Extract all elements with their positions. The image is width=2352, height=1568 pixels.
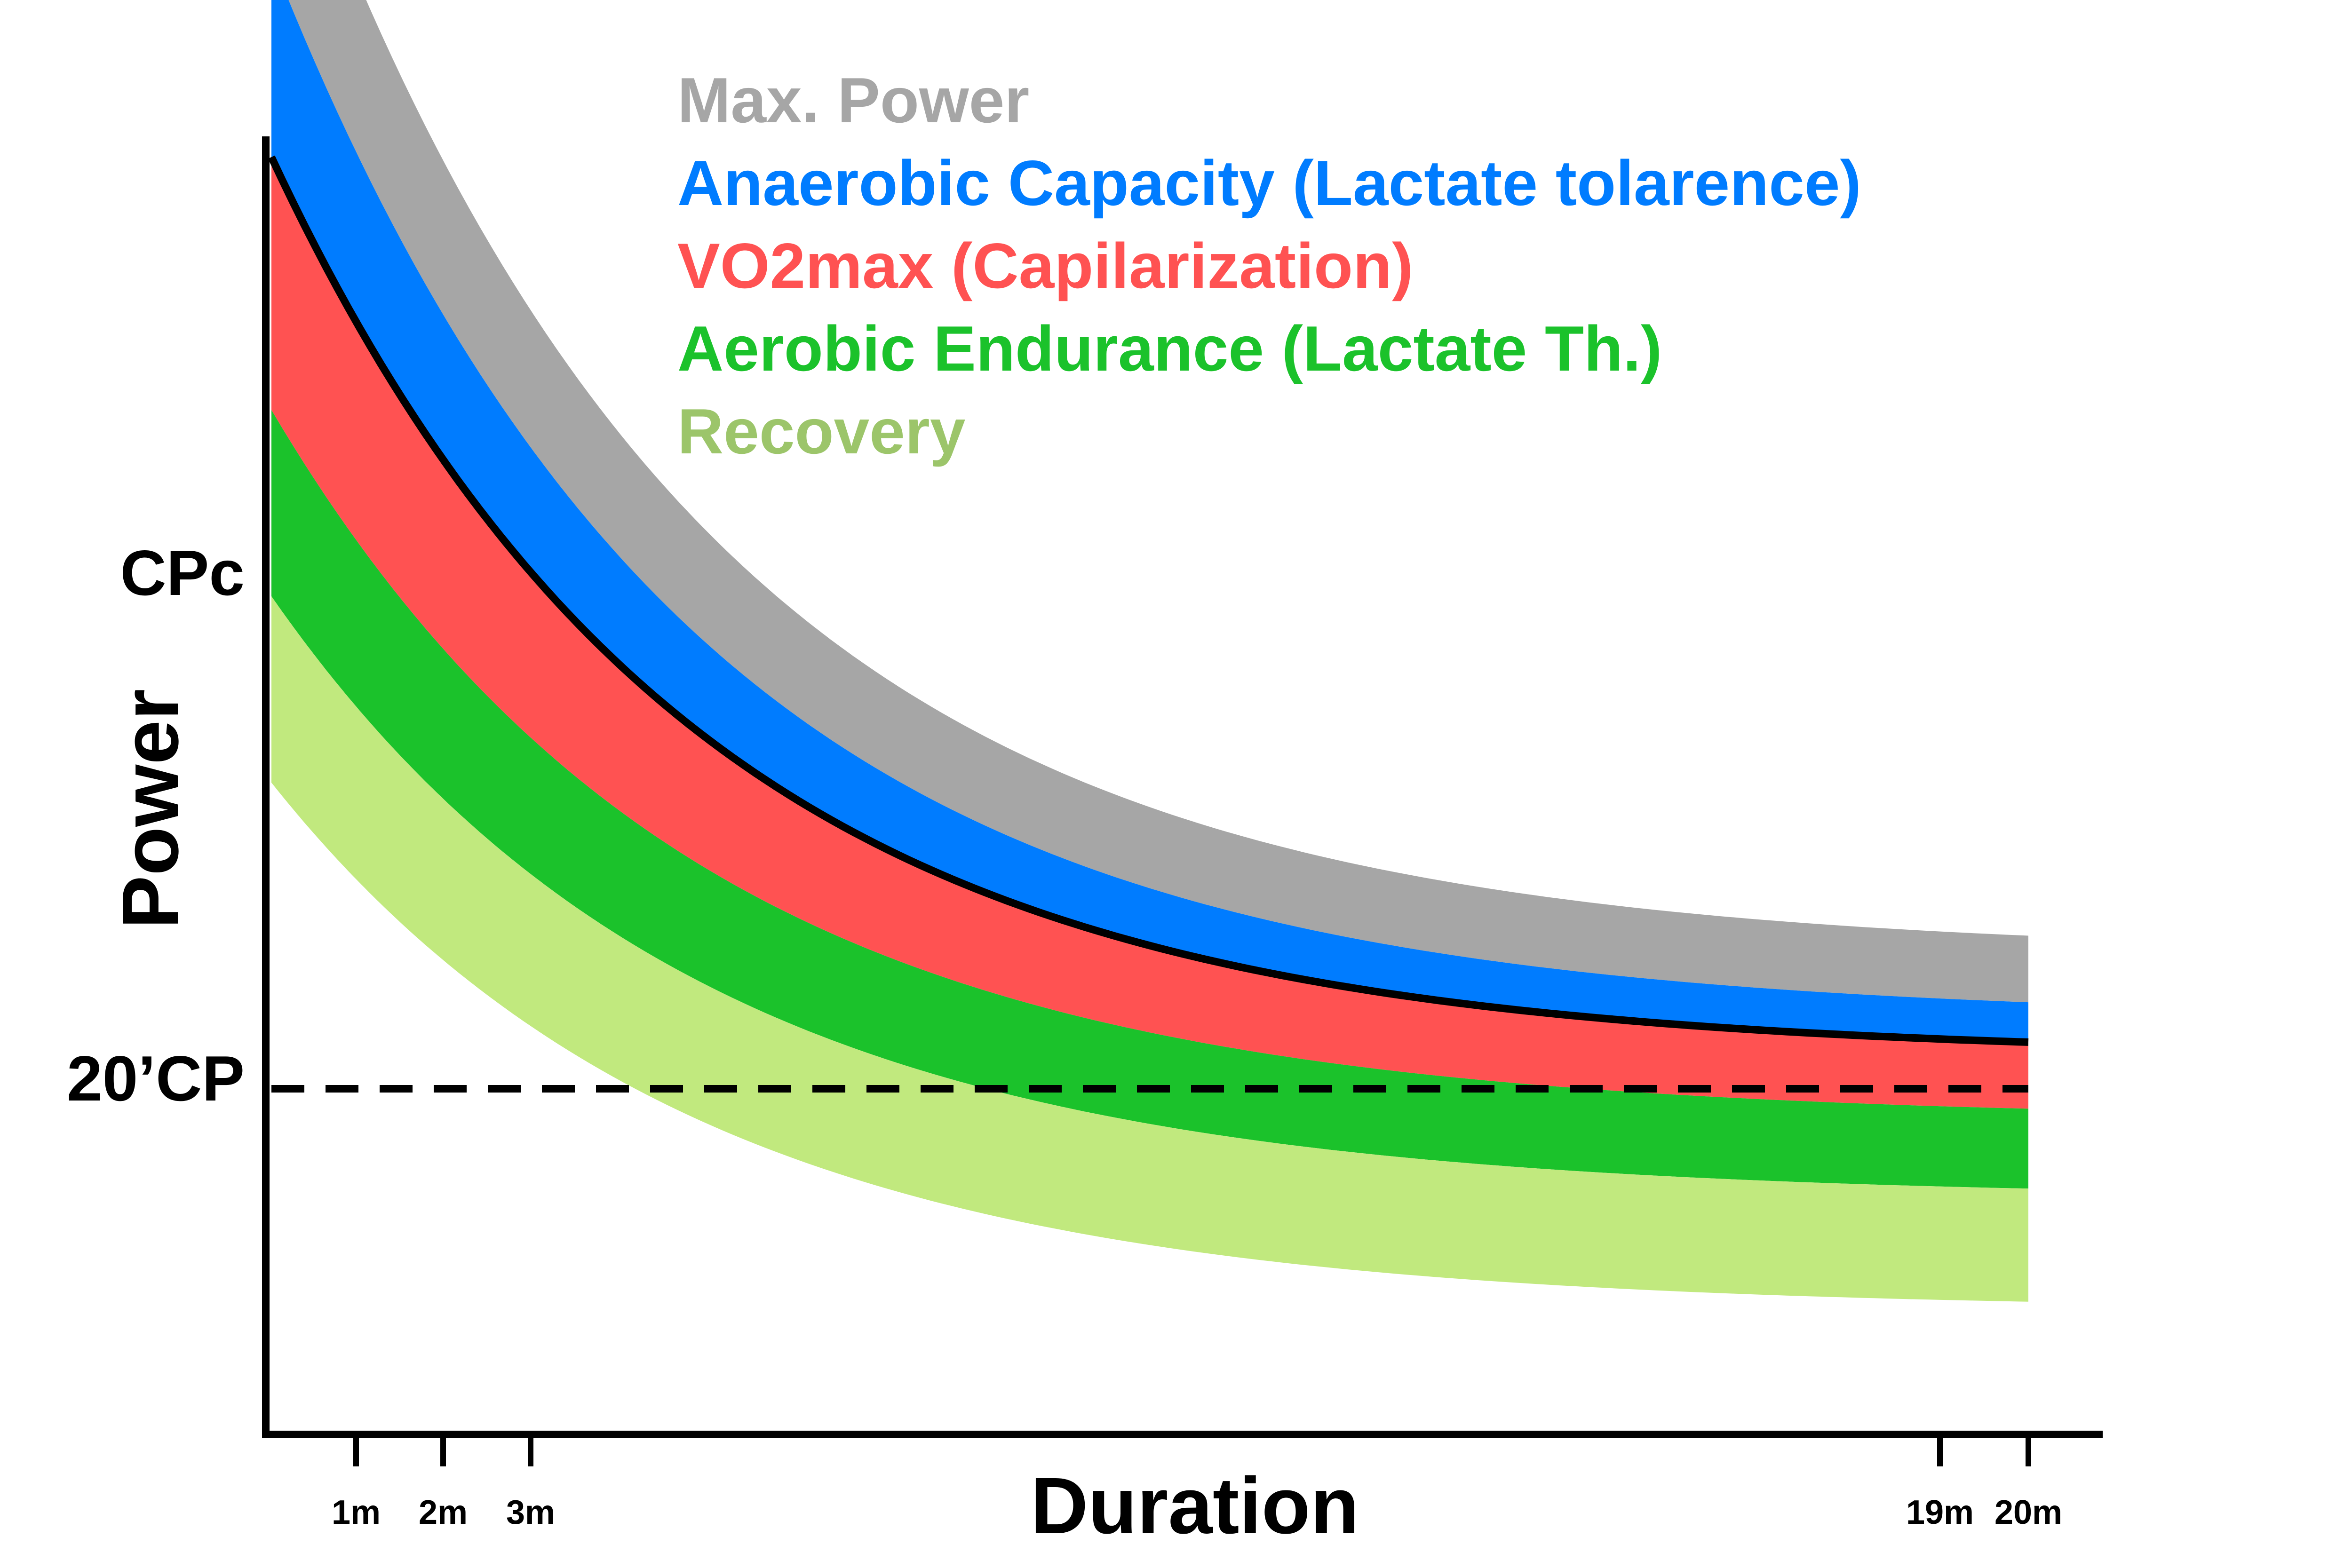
x-tick-label: 20m bbox=[1994, 1494, 2062, 1531]
legend-entry: Aerobic Endurance (Lactate Th.) bbox=[677, 313, 1662, 384]
x-tick-label: 19m bbox=[1906, 1494, 1974, 1531]
legend-entry: Anaerobic Capacity (Lactate tolarence) bbox=[677, 147, 1861, 219]
band-recovery bbox=[271, 596, 2028, 1302]
cp20-label: 20’CP bbox=[67, 1043, 245, 1114]
cpc-label: CPc bbox=[120, 537, 245, 609]
band-aerobic-endurance-lactate-th bbox=[271, 410, 2028, 1189]
legend-entry: VO2max (Capilarization) bbox=[677, 230, 1413, 301]
legend-entry: Max. Power bbox=[677, 64, 1029, 136]
x-tick-label: 1m bbox=[332, 1494, 381, 1531]
y-axis-title: Power bbox=[106, 689, 195, 929]
x-tick-label: 3m bbox=[506, 1494, 555, 1531]
reference-lines bbox=[268, 155, 2029, 1093]
cpc-curve bbox=[268, 155, 2029, 1046]
legend-entry: Recovery bbox=[677, 396, 965, 467]
axes: 1m 2m 3m 19m 20m bbox=[262, 136, 2103, 1531]
x-axis-title: Duration bbox=[1031, 1461, 1359, 1551]
band-max-power bbox=[288, 0, 2028, 1003]
x-tick-label: 2m bbox=[419, 1494, 468, 1531]
legend: Max. Power Anaerobic Capacity (Lactate to… bbox=[677, 64, 1861, 467]
band-vo2max-capilarization bbox=[271, 157, 2028, 1109]
zone-bands bbox=[271, 0, 2028, 1302]
